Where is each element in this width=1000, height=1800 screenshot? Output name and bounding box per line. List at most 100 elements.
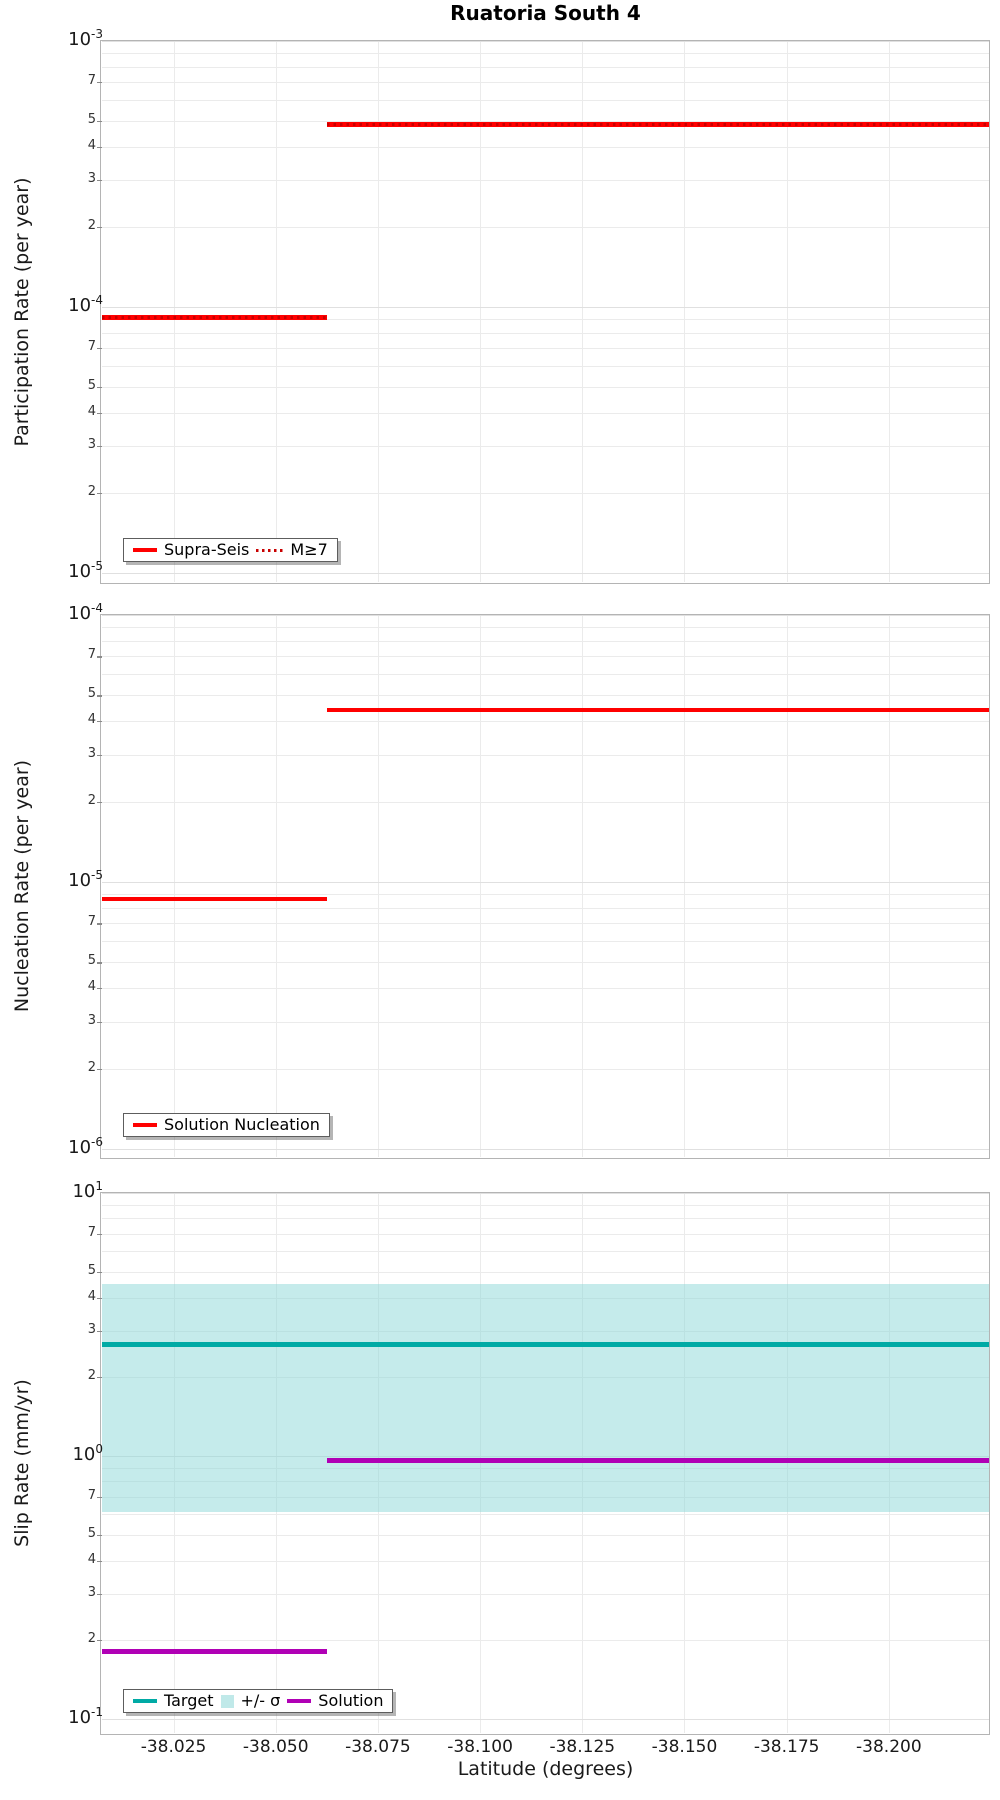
y-grid-line — [102, 41, 989, 42]
y-tick-label-minor: 4 — [87, 137, 96, 153]
y-grid-line-minor — [102, 1514, 989, 1516]
x-tick-label: -38.025 — [140, 1737, 207, 1757]
y-tick-mark — [97, 988, 102, 990]
y-grid-line-minor — [102, 180, 989, 182]
x-grid-line — [173, 41, 175, 582]
y-tick-label-minor: 2 — [87, 483, 96, 499]
y-grid-line-minor — [102, 1068, 989, 1070]
y-tick-mark — [97, 754, 102, 756]
legend-nucleation: Solution Nucleation — [123, 1113, 330, 1137]
x-grid-line — [786, 615, 788, 1157]
y-tick-label-minor: 2 — [87, 1630, 96, 1646]
y-tick-mark — [97, 446, 102, 448]
series-line-solution — [102, 1649, 327, 1655]
y-tick-mark — [97, 1068, 102, 1070]
y-tick-label-minor: 3 — [87, 437, 96, 453]
y-grid-line-minor — [102, 894, 989, 896]
x-grid-line — [480, 615, 482, 1157]
y-tick-mark — [97, 180, 102, 182]
y-tick-mark — [97, 695, 102, 697]
y-grid-line — [102, 573, 989, 574]
y-grid-line-minor — [102, 121, 989, 123]
y-tick-label: 10-6 — [68, 1135, 103, 1158]
y-tick-label: 100 — [72, 1442, 103, 1465]
y-tick-mark — [97, 1376, 102, 1379]
y-tick-label-minor: 5 — [87, 686, 96, 702]
y-tick-label-minor: 4 — [87, 712, 96, 728]
y-tick-label-minor: 4 — [87, 1551, 96, 1567]
y-tick-label-minor: 3 — [87, 1584, 96, 1600]
y-tick-label: 10-5 — [68, 868, 103, 891]
y-tick-mark — [97, 1593, 102, 1595]
y-grid-line-minor — [102, 923, 989, 925]
y-tick-label: 10-1 — [68, 1705, 103, 1728]
y-grid-line-minor — [102, 319, 989, 321]
y-tick-label-minor: 2 — [87, 792, 96, 808]
y-tick-label: 101 — [72, 1179, 103, 1202]
y-tick-label: 10-5 — [68, 559, 103, 582]
y-grid-line-minor — [102, 1560, 989, 1562]
y-grid-line-minor — [102, 1233, 989, 1235]
y-tick-label-minor: 5 — [87, 112, 96, 128]
y-grid-line — [102, 1149, 989, 1150]
x-tick-label: -38.100 — [447, 1737, 513, 1757]
x-grid-line — [684, 615, 686, 1157]
legend-swatch-sigma-band — [220, 1694, 234, 1708]
y-tick-label: 10-4 — [68, 293, 103, 316]
y-tick-mark — [97, 492, 102, 495]
y-tick-label-minor: 7 — [87, 339, 96, 355]
chart-title: Ruatoria South 4 — [450, 1, 641, 25]
y-tick-label-minor: 5 — [87, 1263, 96, 1279]
y-grid-line-minor — [102, 721, 989, 723]
y-grid-line-minor — [102, 801, 989, 803]
y-grid-line-minor — [102, 366, 989, 367]
x-grid-line — [275, 41, 277, 582]
y-grid-line-minor — [102, 1218, 989, 1220]
y-grid-line-minor — [102, 492, 989, 494]
y-grid-line-minor — [102, 412, 989, 414]
y-grid-line-minor — [102, 627, 989, 629]
legend-label-target: Target — [164, 1691, 214, 1710]
y-grid-line-minor — [102, 387, 989, 389]
series-line-solution-nucleation — [326, 708, 989, 713]
y-grid-line-minor — [102, 446, 989, 448]
legend-label-supra-seis: Supra-Seis — [164, 540, 250, 559]
y-grid-line — [102, 307, 989, 308]
legend-label-solution-nucleation: Solution Nucleation — [164, 1115, 320, 1134]
y-tick-label-minor: 7 — [87, 647, 96, 663]
y-tick-label-minor: 4 — [87, 403, 96, 419]
x-grid-line — [582, 41, 584, 582]
y-tick-label-minor: 7 — [87, 73, 96, 89]
y-tick-mark — [97, 923, 102, 925]
y-tick-mark — [97, 1330, 102, 1332]
y-tick-label-minor: 7 — [87, 1224, 96, 1240]
y-grid-line-minor — [102, 941, 989, 943]
legend-swatch-solution — [287, 1699, 312, 1703]
y-grid-line-minor — [102, 907, 989, 909]
y-tick-mark — [97, 146, 102, 149]
y-grid-line-minor — [102, 695, 989, 697]
x-grid-line — [888, 615, 890, 1157]
legend-participation: Supra-Seis M≥7 — [123, 538, 338, 562]
legend-label-solution: Solution — [318, 1691, 384, 1710]
series-line-target — [102, 1342, 989, 1348]
x-grid-line — [786, 41, 788, 582]
y-grid-line-minor — [102, 332, 989, 334]
y-tick-mark — [97, 1535, 102, 1537]
y-grid-line-minor — [102, 1535, 989, 1537]
y-tick-label: 10-4 — [68, 601, 103, 624]
x-grid-line — [582, 615, 584, 1157]
y-tick-mark — [97, 1021, 102, 1023]
y-tick-label: 10-3 — [68, 27, 103, 50]
y-grid-line-minor — [102, 640, 989, 642]
y-tick-label-minor: 2 — [87, 217, 96, 233]
y-grid-line-minor — [102, 1251, 989, 1253]
y-grid-line-minor — [102, 988, 989, 990]
y-tick-label-minor: 4 — [87, 1288, 96, 1304]
y-tick-label-minor: 7 — [87, 1487, 96, 1503]
y-grid-line-minor — [102, 348, 989, 350]
y-tick-mark — [97, 387, 102, 389]
legend-label-sigma-band: +/- σ — [240, 1691, 281, 1710]
y-tick-label-minor: 3 — [87, 1012, 96, 1028]
